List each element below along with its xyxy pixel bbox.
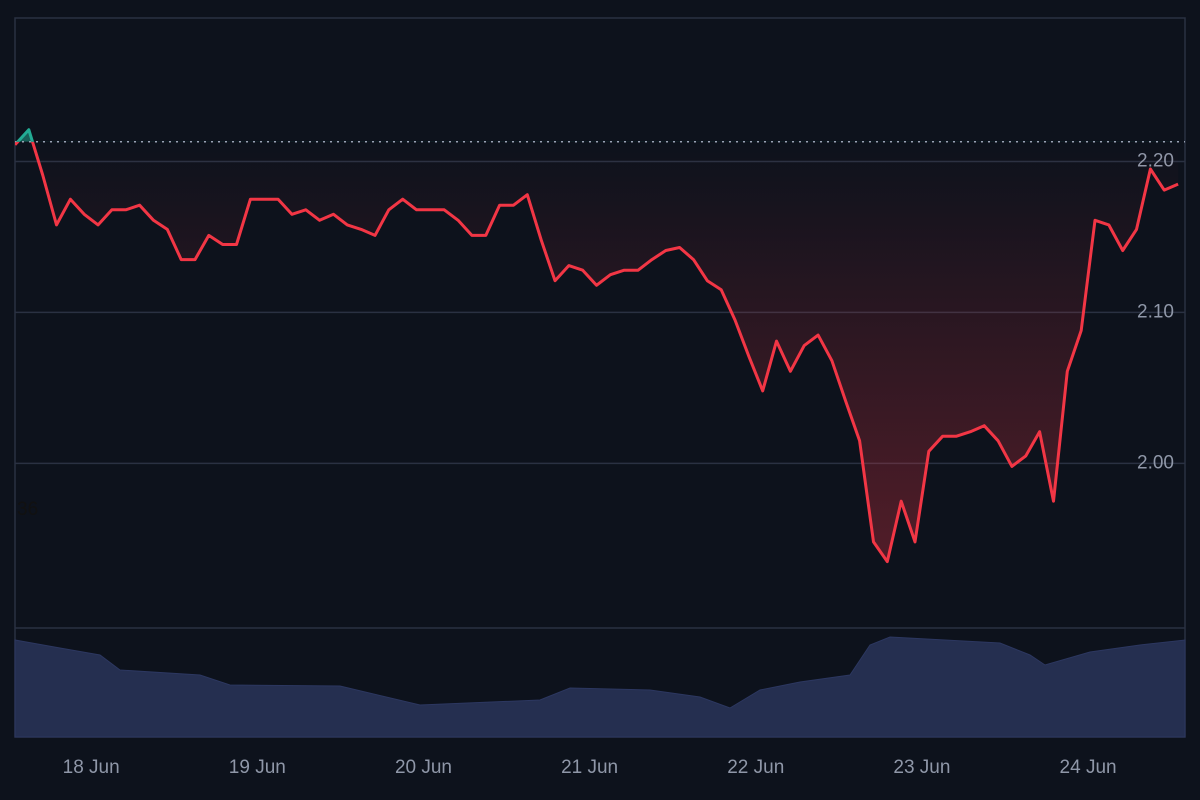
y-tick-label: 2.00 [1137,452,1174,473]
x-tick-label: 24 Jun [1060,757,1117,778]
price-line [15,141,1179,564]
area-below [15,141,1179,562]
volume-area [14,636,1186,738]
overlay-label: 36 [17,499,38,520]
x-tick-label: 23 Jun [893,757,950,778]
y-tick-label: 2.10 [1137,301,1174,322]
plot-layer: 2.002.102.20 [15,128,1185,564]
x-tick-label: 19 Jun [229,757,286,778]
x-tick-label: 20 Jun [395,757,452,778]
x-tick-label: 21 Jun [561,757,618,778]
x-tick-label: 18 Jun [63,757,120,778]
x-tick-label: 22 Jun [727,757,784,778]
